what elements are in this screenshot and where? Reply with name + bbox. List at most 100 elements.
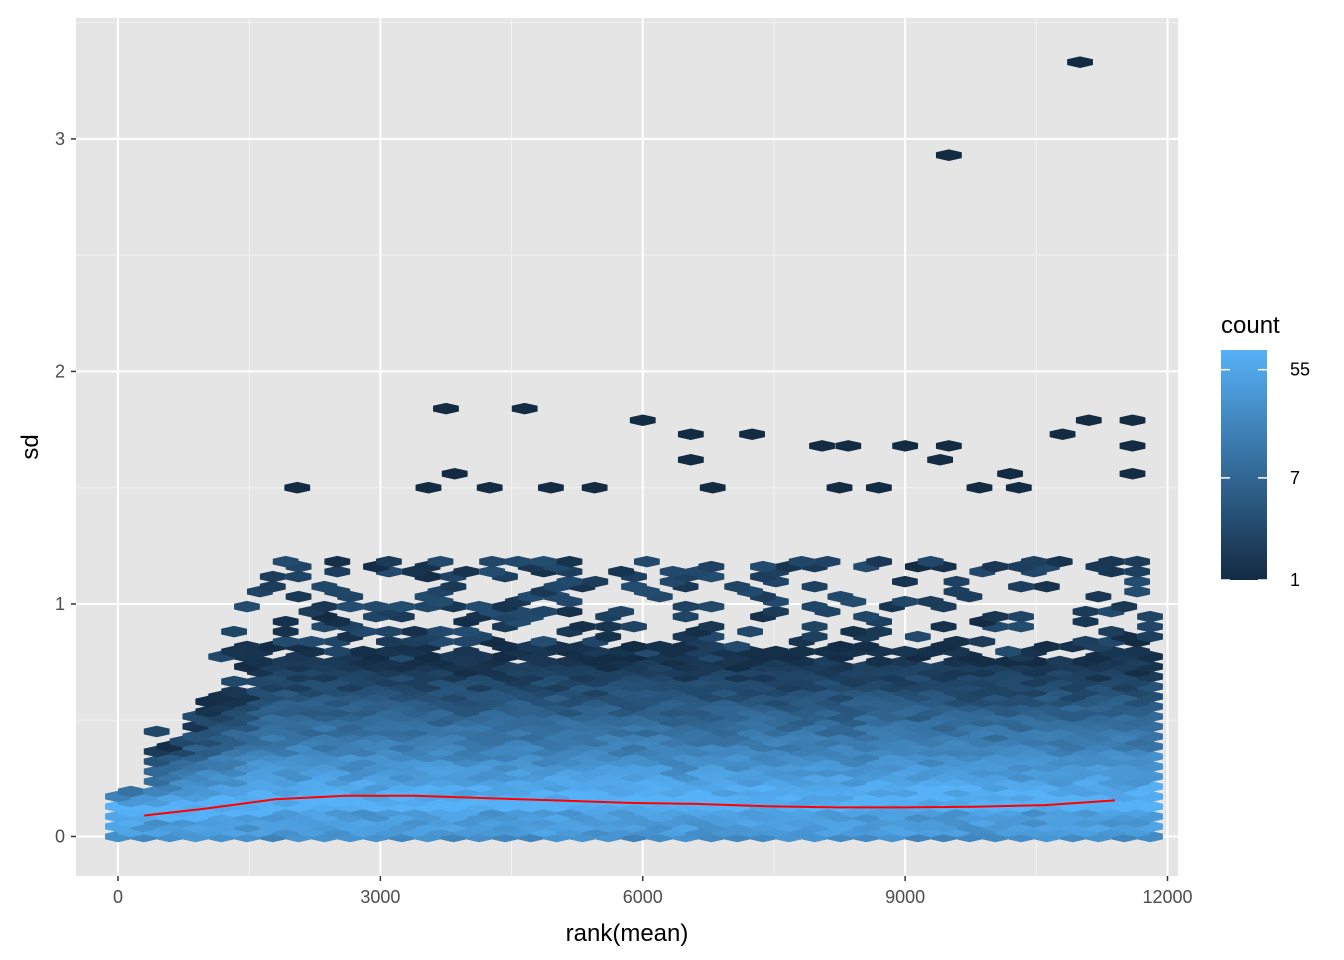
hex-bin xyxy=(530,555,557,568)
hex-bin xyxy=(466,600,493,613)
hex-bin xyxy=(375,635,402,648)
hex-bin-outlier xyxy=(476,481,503,494)
hex-bin-outlier xyxy=(1005,481,1032,494)
legend-break-label: 55 xyxy=(1290,360,1310,380)
hex-bin-outlier xyxy=(581,481,608,494)
hex-bin xyxy=(311,580,338,593)
hex-bin xyxy=(608,565,634,578)
hex-bin xyxy=(427,625,454,638)
hex-bin xyxy=(943,575,970,588)
hex-bin xyxy=(1021,555,1047,568)
hex-bin xyxy=(995,645,1022,658)
hex-bin xyxy=(892,645,918,658)
hex-bin xyxy=(221,685,247,698)
hex-bin xyxy=(801,580,828,593)
hex-bin xyxy=(556,575,583,588)
hex-bin xyxy=(1008,620,1034,633)
hex-bin xyxy=(763,605,789,618)
hex-bin-outlier xyxy=(433,402,459,415)
hex-bin xyxy=(866,555,893,568)
hex-bin xyxy=(401,625,428,638)
hex-bin-outlier xyxy=(809,440,835,452)
hex-bin xyxy=(827,590,854,603)
minor-grid xyxy=(76,18,1178,876)
hex-bin xyxy=(259,570,286,583)
hex-bin-outlier xyxy=(892,440,919,452)
hex-bin xyxy=(646,640,673,653)
hex-bins xyxy=(105,56,1163,843)
hex-bin-outlier xyxy=(441,467,468,480)
hex-bin xyxy=(633,555,660,568)
hex-bin-outlier xyxy=(284,481,311,494)
hex-bin xyxy=(234,640,260,653)
hex-bin-outlier xyxy=(935,149,962,161)
hex-bin xyxy=(440,580,467,593)
hex-bin xyxy=(324,555,351,568)
hex-bin xyxy=(814,555,841,568)
hex-bin xyxy=(453,645,480,658)
hex-bin xyxy=(595,630,622,643)
hex-bin xyxy=(1072,615,1099,628)
hex-bin xyxy=(1124,585,1151,598)
legend-break-label: 7 xyxy=(1290,468,1300,488)
hex-bin xyxy=(337,600,364,613)
hex-bin xyxy=(1085,590,1112,603)
hex-bin-outlier xyxy=(1119,467,1146,480)
hex-bin xyxy=(569,620,596,633)
hex-bin xyxy=(788,645,815,658)
hex-bin xyxy=(324,565,351,578)
hex-bin-outlier xyxy=(997,467,1023,480)
hex-bin xyxy=(324,645,351,658)
hex-bin xyxy=(1033,640,1060,653)
hex-bin xyxy=(272,635,299,648)
hex-bin xyxy=(427,555,454,568)
hex-bin xyxy=(363,600,389,613)
hex-bin-outlier xyxy=(865,481,892,494)
hex-bin xyxy=(117,785,144,798)
hex-bin xyxy=(479,565,505,578)
hex-bin xyxy=(234,600,260,613)
hex-bin xyxy=(698,560,725,573)
hex-bin-outlier xyxy=(739,428,765,440)
legend-break-label: 1 xyxy=(1290,570,1300,590)
hex-bin xyxy=(479,555,505,568)
hex-bin xyxy=(788,555,815,568)
hex-bin-outlier xyxy=(835,440,862,452)
y-tick-label: 0 xyxy=(55,826,65,846)
hex-bin xyxy=(943,585,970,598)
hex-bin-outlier xyxy=(826,481,853,494)
hex-bin-outlier xyxy=(677,454,704,466)
hex-bin xyxy=(504,555,531,568)
hex-bin xyxy=(453,625,480,638)
hex-bin xyxy=(801,620,828,633)
hex-bin xyxy=(672,600,699,613)
y-tick-label: 3 xyxy=(55,129,65,149)
hex-bin xyxy=(737,625,763,638)
hex-bin-outlier xyxy=(966,481,993,494)
y-axis-ticks: 0 1 2 3 xyxy=(55,129,76,846)
x-tick-label: 6000 xyxy=(623,887,663,907)
x-tick-label: 0 xyxy=(113,887,123,907)
hex-bin xyxy=(1072,635,1099,648)
x-tick-label: 9000 xyxy=(885,887,925,907)
hex-bin xyxy=(272,625,299,638)
hex-bin xyxy=(221,675,247,688)
hex-bin-outlier xyxy=(1067,56,1093,68)
hex-bin xyxy=(595,620,622,633)
hex-bin xyxy=(621,580,647,593)
hex-bin xyxy=(1111,600,1138,613)
hex-bin xyxy=(763,645,789,658)
hex-bin xyxy=(530,605,557,618)
hex-bin xyxy=(853,610,880,623)
hex-bin xyxy=(982,610,1009,623)
x-axis-ticks: 0 3000 6000 9000 12000 xyxy=(113,876,1193,907)
hex-bin xyxy=(840,625,867,638)
hex-bin-outlier xyxy=(1049,428,1076,440)
hex-bin xyxy=(298,635,325,648)
hex-bin-outlier xyxy=(699,481,726,494)
hex-bin xyxy=(892,575,918,588)
hex-bin xyxy=(917,555,944,568)
